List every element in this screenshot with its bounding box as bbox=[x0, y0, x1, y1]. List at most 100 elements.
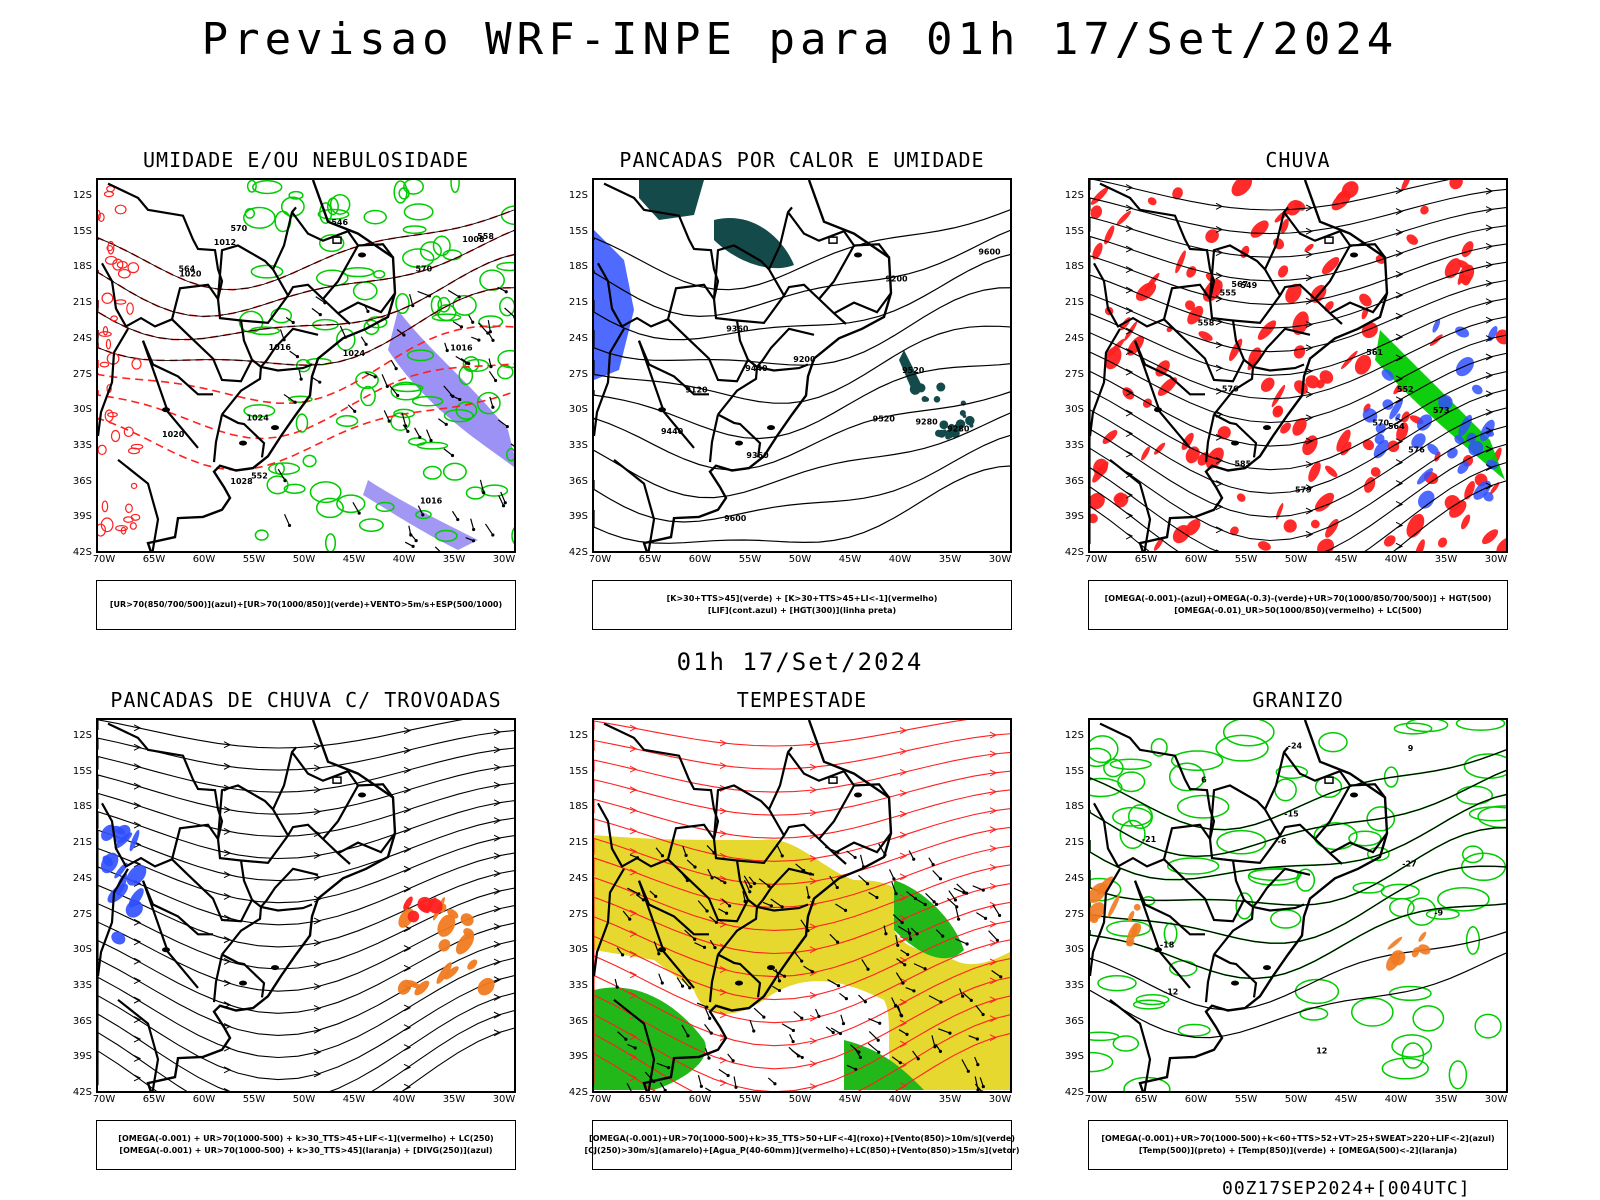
latitude-axis: 12S 15S 18S 21S 24S 27S 30S 33S 36S 39S 42S bbox=[1054, 718, 1086, 1098]
border-line bbox=[1213, 953, 1258, 998]
contour-label: 564 bbox=[178, 265, 195, 274]
lake bbox=[1154, 947, 1162, 953]
longitude-axis: 70W 65W 60W 55W 50W 45W 40W 35W 30W bbox=[1084, 554, 1508, 568]
lake bbox=[1263, 965, 1271, 971]
lat-tick-label: 18S bbox=[72, 801, 92, 813]
lake bbox=[1350, 792, 1358, 798]
lon-tick-label: 70W bbox=[1084, 1094, 1108, 1105]
latitude-axis: 12S 15S 18S 21S 24S 27S 30S 33S 36S 39S 42S bbox=[1054, 178, 1086, 558]
lat-tick-label: 12S bbox=[72, 730, 92, 741]
lon-tick-label: 45W bbox=[838, 1094, 862, 1105]
red-humidity-west bbox=[98, 185, 144, 537]
border-line bbox=[1163, 858, 1245, 923]
panel-title: UMIDADE E/OU NEBULOSIDADE bbox=[142, 148, 470, 172]
lat-tick-label: 42S bbox=[568, 547, 588, 559]
lake bbox=[658, 947, 666, 953]
map-svg: 9600 9520 9440 9360 9280 9200 9120 9600 9520 9440… bbox=[594, 180, 1010, 551]
contour-label: 573 bbox=[1433, 406, 1450, 415]
border-line bbox=[1099, 182, 1216, 300]
border-line bbox=[1208, 244, 1266, 300]
legend-line: [UR>70(850/700/500)](azul)+[UR>70(1000/8… bbox=[109, 600, 503, 609]
map-frame: -6 -9 -12 -15 -18 -21 -24 -27 12 9 6 bbox=[1088, 718, 1508, 1093]
lon-tick-label: 70W bbox=[588, 554, 612, 565]
contour-label: -6 bbox=[1278, 837, 1287, 846]
lat-tick-label: 18S bbox=[568, 801, 588, 813]
border-line bbox=[717, 413, 762, 458]
lat-tick-label: 36S bbox=[568, 1015, 588, 1027]
lake bbox=[358, 252, 366, 258]
lake bbox=[767, 425, 775, 431]
map-frame bbox=[592, 718, 1012, 1093]
map-panel-1: UMIDADE E/OU NEBULOSIDADE 1012 1016 1016 101… bbox=[73, 148, 516, 630]
base-map bbox=[1090, 720, 1389, 1091]
lat-tick-label: 30S bbox=[568, 944, 588, 956]
border-line bbox=[712, 838, 759, 956]
border-line bbox=[1133, 340, 1191, 449]
border-line bbox=[170, 823, 219, 860]
border-line bbox=[216, 298, 263, 416]
border-line bbox=[756, 867, 815, 908]
contour-label: -15 bbox=[1284, 809, 1299, 818]
border-line bbox=[101, 802, 173, 868]
border-line bbox=[736, 823, 847, 865]
lon-tick-label: 35W bbox=[938, 554, 962, 565]
border-line bbox=[787, 751, 845, 782]
coastline bbox=[1138, 180, 1389, 551]
border-line bbox=[1232, 283, 1343, 325]
contour-label: 558 bbox=[477, 232, 494, 241]
lat-tick-label: 30S bbox=[1064, 404, 1084, 416]
temp500-contours bbox=[1090, 749, 1506, 1039]
border-line bbox=[347, 770, 394, 799]
lat-tick-label: 21S bbox=[72, 837, 92, 849]
map-panel-4: PANCADAS DE CHUVA C/ TROVOADAS 12S 15S 18S 2… bbox=[73, 688, 516, 1170]
lat-tick-label: 33S bbox=[72, 980, 92, 991]
contour-label: 1016 bbox=[420, 497, 443, 506]
lake bbox=[658, 407, 666, 413]
border-line bbox=[212, 954, 224, 1003]
lon-tick-label: 45W bbox=[342, 1094, 366, 1105]
border-line bbox=[221, 953, 266, 998]
blue-divergence bbox=[100, 824, 147, 945]
lat-tick-label: 27S bbox=[1064, 368, 1084, 380]
border-line bbox=[613, 458, 656, 551]
lat-tick-label: 42S bbox=[568, 1087, 588, 1099]
federal-district bbox=[332, 236, 342, 244]
border-line bbox=[141, 340, 199, 449]
contour-label: 9 bbox=[1408, 744, 1414, 753]
border-line bbox=[291, 751, 349, 782]
lat-tick-label: 27S bbox=[1064, 908, 1084, 920]
contour-label: 1020 bbox=[179, 270, 202, 279]
lat-tick-label: 18S bbox=[1064, 261, 1084, 273]
border-line bbox=[1204, 954, 1216, 1003]
legend-box: [OMEGA(-0.001)+UR>70(1000-500)+k>35_TTS>… bbox=[584, 1120, 1020, 1170]
run-code: 00Z17SEP2024+[004UTC] bbox=[1222, 1178, 1471, 1199]
valid-time-title: 01h 17/Set/2024 bbox=[676, 648, 924, 676]
lon-tick-label: 35W bbox=[938, 1094, 962, 1105]
border-line bbox=[666, 283, 715, 320]
lon-tick-label: 50W bbox=[1284, 554, 1308, 565]
coastline bbox=[1138, 720, 1389, 1091]
legend-line: [OMEGA(-0.01)_UR>50(1000/850)(vermelho) … bbox=[1174, 606, 1422, 615]
border-line bbox=[1329, 292, 1388, 315]
longitude-axis: 70W 65W 60W 55W 50W 45W 40W 35W 30W bbox=[93, 554, 516, 568]
lat-tick-label: 36S bbox=[72, 475, 92, 487]
border-line bbox=[708, 954, 720, 1003]
contour-label: 9520 bbox=[902, 366, 925, 375]
lat-tick-label: 27S bbox=[72, 368, 92, 380]
lat-tick-label: 30S bbox=[72, 944, 92, 956]
lat-tick-label: 24S bbox=[1064, 332, 1084, 344]
lat-tick-label: 42S bbox=[1064, 547, 1084, 559]
contour-label: -12 bbox=[1164, 987, 1178, 996]
contour-label: 576 bbox=[1222, 385, 1239, 394]
lon-tick-label: 70W bbox=[1084, 554, 1108, 565]
contour-label: 9200 bbox=[793, 355, 816, 364]
contour-label: 9200 bbox=[885, 275, 908, 284]
lat-tick-label: 27S bbox=[568, 368, 588, 380]
border-line bbox=[347, 230, 394, 259]
contour-label: -24 bbox=[1288, 742, 1303, 751]
border-line bbox=[1093, 262, 1165, 328]
border-line bbox=[594, 868, 625, 977]
border-line bbox=[597, 262, 669, 328]
border-line bbox=[260, 363, 313, 372]
latitude-axis: 12S 15S 18S 21S 24S 27S 30S 33S 36S 39S 42S bbox=[558, 718, 590, 1098]
